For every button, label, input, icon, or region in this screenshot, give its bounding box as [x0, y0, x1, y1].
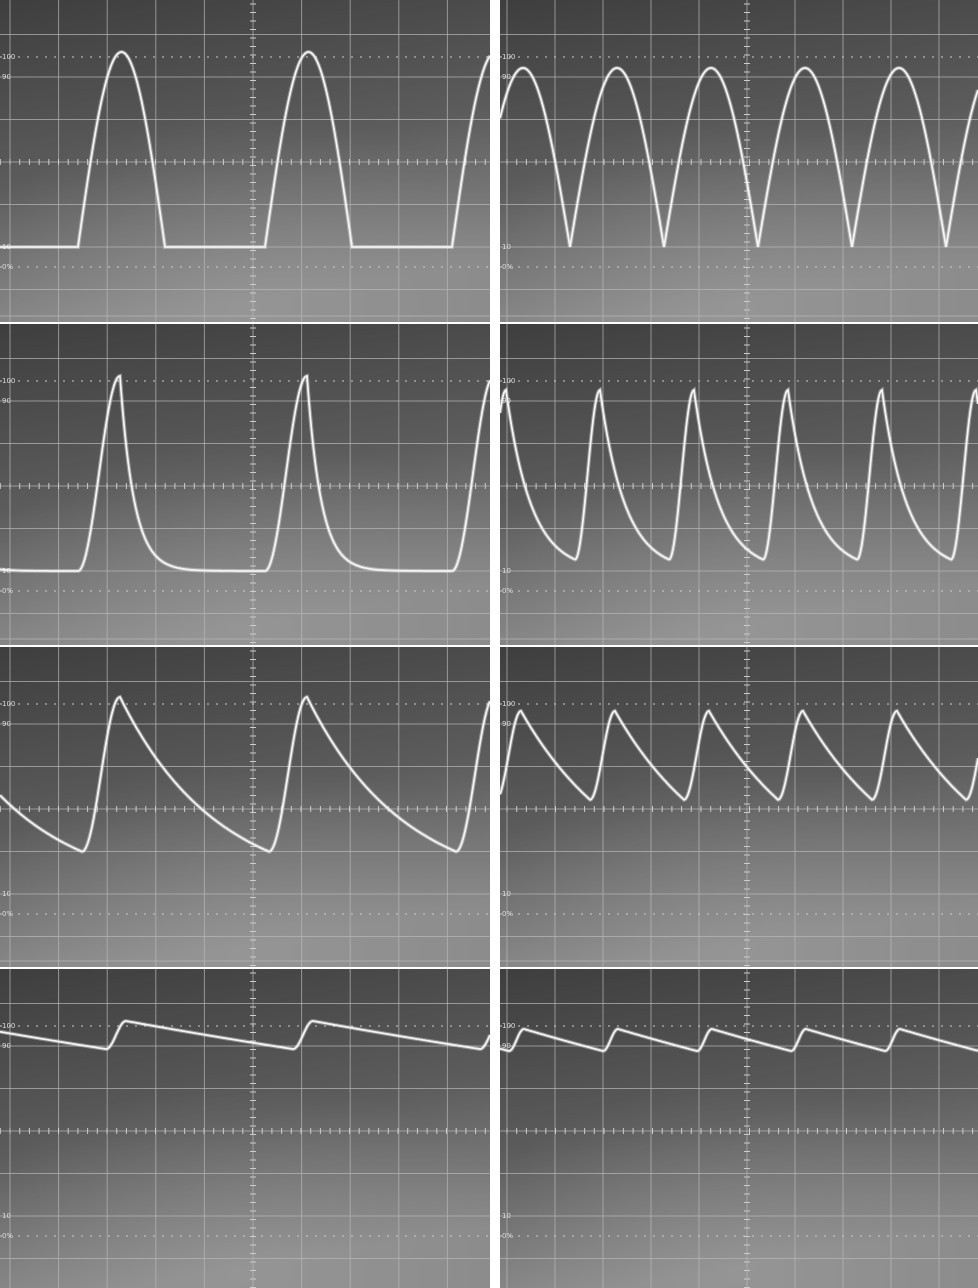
graticule-label: 100: [2, 700, 15, 708]
graticule-label: 90: [502, 73, 511, 81]
screen-glow: [500, 0, 978, 322]
screen-glow: [500, 324, 978, 645]
screen-glow: [500, 647, 978, 967]
graticule-label: 90: [2, 397, 11, 405]
graticule-label: 10: [2, 1212, 11, 1220]
graticule-label: 10: [502, 1212, 511, 1220]
graticule-label: 100: [2, 377, 15, 385]
graticule-label: 0%: [2, 263, 13, 271]
scope-panel: 100 90 10 0%: [500, 0, 978, 332]
screen-glow: [0, 969, 490, 1288]
graticule-label: 0%: [2, 1232, 13, 1240]
graticule-label: 90: [2, 73, 11, 81]
graticule-label: 0%: [2, 910, 13, 918]
graticule-label: 100: [502, 700, 515, 708]
graticule-label: 100: [502, 53, 515, 61]
graticule-label: 0%: [502, 587, 513, 595]
screen-glow: [0, 324, 490, 645]
graticule-label: 100: [2, 53, 15, 61]
oscilloscope-photo-grid: 100 90 10 0% 100 90 10 0% 100 90 10 0% 100 90 10 0% 100 9…: [0, 0, 978, 1288]
graticule-label: 10: [502, 243, 511, 251]
graticule-label: 90: [2, 1042, 11, 1050]
graticule-label: 100: [2, 1022, 15, 1030]
graticule-label: 90: [502, 720, 511, 728]
graticule-label: 100: [502, 377, 515, 385]
graticule-label: 90: [2, 720, 11, 728]
graticule-label: 0%: [502, 910, 513, 918]
graticule-label: 0%: [502, 1232, 513, 1240]
scope-panel: 100 90 10 0%: [0, 639, 490, 979]
screen-glow: [0, 0, 490, 322]
graticule-label: 10: [2, 890, 11, 898]
graticule-label: 0%: [2, 587, 13, 595]
graticule-label: 10: [502, 890, 511, 898]
screen-glow: [0, 647, 490, 967]
graticule-label: 10: [502, 567, 511, 575]
screen-glow: [500, 969, 978, 1288]
scope-panel: 100 90 10 0%: [500, 639, 978, 979]
graticule-label: 100: [502, 1022, 515, 1030]
scope-panel: 100 90 10 0%: [0, 961, 490, 1288]
page: 100 90 10 0% 100 90 10 0% 100 90 10 0% 100 90 10 0% 100 9…: [0, 0, 978, 1288]
graticule-label: 0%: [502, 263, 513, 271]
